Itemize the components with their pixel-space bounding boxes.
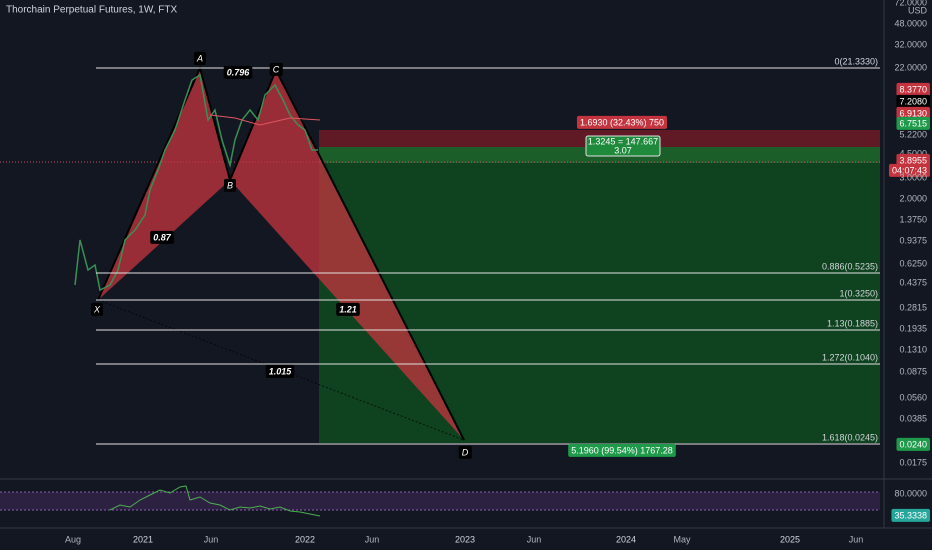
price-series — [74, 73, 318, 292]
time-label: Jun — [849, 534, 864, 544]
indicator-label: 35.3338 — [894, 510, 927, 520]
price-label: 2.0000 — [899, 193, 927, 203]
price-label: 7.2080 — [899, 96, 927, 106]
price-label: 5.2200 — [899, 129, 927, 139]
price-label: 0.0875 — [899, 366, 927, 376]
stop-label-bg — [576, 115, 668, 129]
price-label-bg — [896, 94, 930, 108]
time-label: 2022 — [295, 534, 315, 544]
pattern-xab — [98, 68, 230, 300]
rsi-line — [109, 485, 321, 517]
time-label: Jun — [527, 534, 542, 544]
fib-label: 1.272(0.1040) — [822, 352, 878, 362]
price-label: 04:07:43 — [892, 165, 927, 175]
time-label: 2024 — [616, 534, 636, 544]
indicator-label-bg — [891, 508, 930, 522]
time-label: May — [673, 534, 691, 544]
entry-label-bg — [585, 135, 661, 157]
price-label: 0.6250 — [899, 258, 927, 268]
fib-label: 0.886(0.5235) — [822, 261, 878, 271]
pattern-point-bg — [193, 51, 207, 65]
price-label-bg — [896, 82, 930, 96]
price-label: 32.0000 — [894, 39, 927, 49]
price-label-bg — [888, 163, 930, 177]
pattern-ratio-bg — [223, 65, 253, 79]
rsi-band — [0, 492, 880, 510]
moving-average — [209, 114, 321, 126]
price-label: 1.3750 — [899, 214, 927, 224]
price-label: 0.0385 — [899, 413, 927, 423]
time-label: Jun — [365, 534, 380, 544]
price-label: 6.7515 — [899, 118, 927, 128]
indicator-label: 80.0000 — [894, 488, 927, 498]
pattern-point: A — [196, 53, 203, 63]
price-label: 8.3770 — [899, 84, 927, 94]
entry-label: 1.3245 = 147.667 — [588, 136, 658, 146]
price-label: 0.0560 — [899, 392, 927, 402]
pattern-ratio-bg — [150, 230, 174, 244]
time-label: 2023 — [455, 534, 475, 544]
pattern-ratio-bg — [336, 302, 360, 316]
price-label: 4.5000 — [899, 148, 927, 158]
time-label: 2021 — [133, 534, 153, 544]
price-label: 0.9375 — [899, 235, 927, 245]
price-label: 22.0000 — [894, 62, 927, 72]
pattern-point: X — [93, 304, 101, 314]
pattern-point-bg — [223, 178, 237, 192]
price-label: 0.4375 — [899, 277, 927, 287]
pattern-point-bg — [269, 62, 283, 76]
pattern-ratio: 0.87 — [153, 232, 172, 242]
price-label: 0.0240 — [899, 439, 927, 449]
chart-title: Thorchain Perpetual Futures, 1W, FTX — [6, 5, 178, 16]
pattern-xd — [97, 299, 465, 441]
price-label: 3.8955 — [899, 155, 927, 165]
price-label: 0.0175 — [899, 457, 927, 467]
time-label: 2025 — [780, 534, 800, 544]
fib-label: 0(21.3330) — [834, 56, 878, 66]
price-label-bg — [896, 106, 930, 120]
price-label-bg — [896, 153, 930, 167]
pattern-point: C — [273, 64, 280, 74]
pattern-point: D — [462, 447, 469, 457]
price-label-bg — [896, 116, 930, 130]
time-label: Aug — [65, 534, 81, 544]
fib-label: 1.13(0.1885) — [827, 318, 878, 328]
price-label: 0.1935 — [899, 323, 927, 333]
target-label: 5.1960 (99.54%) 1767.28 — [571, 445, 673, 455]
price-label: 0.1310 — [899, 344, 927, 354]
fib-label: 1(0.3250) — [839, 288, 878, 298]
price-label: 72.0000 — [894, 0, 927, 7]
pattern-ratio-bg — [265, 364, 295, 378]
pattern-point: B — [227, 180, 233, 190]
pattern-bcd — [230, 70, 464, 440]
pattern-point-bg — [90, 302, 104, 316]
target-zone — [319, 163, 880, 443]
price-label: 3.0000 — [899, 172, 927, 182]
stop-label: 1.6930 (32.43%) 750 — [580, 117, 664, 127]
target-label-bg — [568, 443, 676, 457]
pattern-ratio: 1.21 — [339, 304, 357, 314]
currency: USD — [908, 5, 928, 15]
fib-label: 1.618(0.0245) — [822, 432, 878, 442]
price-label: 0.2815 — [899, 302, 927, 312]
price-label: 6.9130 — [899, 108, 927, 118]
time-label: Jun — [204, 534, 219, 544]
price-label: 48.0000 — [894, 18, 927, 28]
price-label-bg — [896, 437, 930, 451]
pattern-point-bg — [458, 445, 472, 459]
pattern-ratio: 1.015 — [269, 366, 293, 376]
pattern-ratio: 0.796 — [227, 67, 251, 77]
entry-label: 3.07 — [614, 145, 632, 155]
